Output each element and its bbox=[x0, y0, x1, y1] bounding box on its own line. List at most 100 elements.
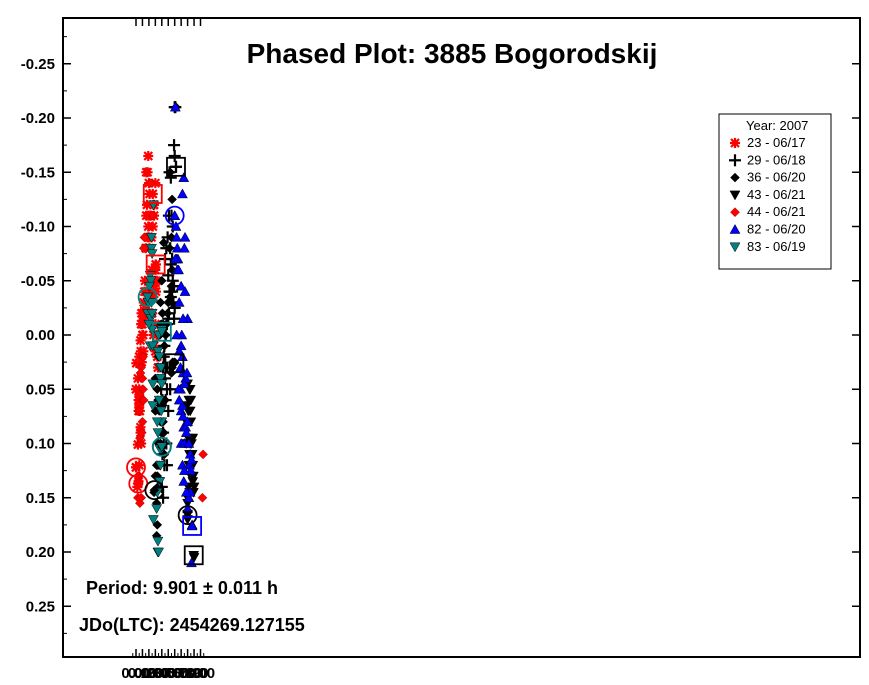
legend-marker bbox=[730, 138, 740, 148]
data-point bbox=[178, 242, 190, 253]
highlight-marker bbox=[182, 516, 203, 536]
highlight-circle bbox=[126, 457, 146, 478]
x-tick-label: 0.50 bbox=[154, 665, 183, 682]
highlight-point bbox=[142, 292, 154, 303]
highlight-point bbox=[133, 478, 144, 489]
data-point bbox=[168, 149, 181, 162]
legend-marker bbox=[729, 190, 741, 201]
data-point bbox=[143, 319, 155, 330]
highlight-marker bbox=[128, 473, 149, 494]
data-point bbox=[177, 351, 188, 361]
legend-marker bbox=[730, 172, 740, 183]
legend: Year: 2007 23 - 06/17 29 - 06/18 36 - 06/2… bbox=[718, 113, 832, 270]
data-point bbox=[177, 313, 189, 323]
data-point bbox=[155, 406, 167, 417]
y-tick-label: -0.20 bbox=[21, 110, 55, 127]
data-point bbox=[177, 400, 188, 410]
data-point bbox=[173, 345, 185, 356]
highlight-marker bbox=[137, 287, 158, 307]
data-point bbox=[157, 308, 168, 319]
data-point bbox=[155, 363, 167, 374]
period-annotation: Period: 9.901 ± 0.011 h bbox=[86, 578, 278, 598]
data-point bbox=[145, 276, 157, 287]
legend-entry: 83 - 06/19 bbox=[729, 239, 806, 254]
legend-marker bbox=[730, 207, 740, 218]
data-point bbox=[182, 416, 194, 427]
highlight-point bbox=[188, 551, 200, 561]
data-point bbox=[151, 504, 163, 515]
data-point bbox=[147, 210, 158, 221]
data-point bbox=[170, 220, 182, 231]
y-tick-label: -0.10 bbox=[21, 219, 55, 236]
x-tick-label: 0.20 bbox=[134, 665, 163, 682]
data-point bbox=[178, 378, 190, 389]
data-point bbox=[147, 221, 158, 232]
series-6 bbox=[142, 200, 168, 558]
x-tick-label: 0.30 bbox=[141, 665, 170, 682]
legend-entry: 29 - 06/18 bbox=[729, 152, 806, 167]
data-point bbox=[185, 395, 197, 406]
y-tick-label: -0.15 bbox=[21, 164, 55, 181]
data-point bbox=[135, 368, 146, 378]
legend-entry: 82 - 06/20 bbox=[729, 222, 806, 237]
highlight-marker bbox=[177, 505, 198, 526]
highlight-point bbox=[147, 188, 158, 199]
highlight-marker bbox=[142, 184, 163, 204]
data-point bbox=[164, 243, 175, 254]
data-point bbox=[180, 427, 192, 437]
data-point bbox=[186, 454, 197, 465]
data-point bbox=[147, 515, 159, 525]
data-point bbox=[166, 281, 177, 292]
data-point bbox=[163, 297, 174, 308]
data-point bbox=[147, 401, 159, 412]
data-point bbox=[183, 437, 195, 448]
data-point bbox=[151, 417, 163, 428]
legend-entry: 43 - 06/21 bbox=[729, 187, 806, 202]
legend-label: 29 - 06/18 bbox=[747, 152, 806, 167]
data-point bbox=[158, 237, 169, 248]
highlight-marker bbox=[145, 254, 166, 275]
highlight-marker bbox=[144, 480, 165, 501]
highlight-circle bbox=[177, 505, 198, 526]
legend-label: 44 - 06/21 bbox=[747, 204, 806, 219]
highlight-marker bbox=[164, 205, 185, 226]
legend-title: Year: 2007 bbox=[746, 118, 808, 133]
data-point bbox=[152, 536, 164, 547]
y-tick-label: -0.25 bbox=[21, 56, 55, 73]
data-point bbox=[138, 346, 149, 357]
legend-label: 83 - 06/19 bbox=[747, 239, 806, 254]
highlight-point bbox=[169, 160, 182, 173]
highlight-square bbox=[182, 516, 203, 536]
highlight-square bbox=[166, 156, 186, 177]
legend-label: 82 - 06/20 bbox=[747, 222, 806, 237]
data-point bbox=[155, 374, 166, 384]
data-point bbox=[171, 231, 183, 242]
x-tick-label: 0.00 bbox=[121, 665, 150, 682]
legend-marker bbox=[729, 223, 741, 234]
data-point bbox=[162, 269, 175, 282]
data-point bbox=[171, 242, 183, 253]
data-point bbox=[171, 329, 183, 340]
y-axis: -0.25 -0.20 -0.15 -0.10 -0.05 0.00 0.05 0.10 0.1… bbox=[21, 36, 860, 634]
y-tick-label: 0.15 bbox=[26, 490, 55, 507]
highlight-circle bbox=[151, 436, 172, 457]
data-point bbox=[197, 492, 208, 503]
data-point bbox=[146, 249, 158, 260]
highlight-point bbox=[131, 462, 141, 473]
highlight-marker bbox=[164, 353, 185, 374]
data-point bbox=[178, 475, 190, 486]
highlight-square bbox=[183, 545, 204, 566]
highlight-markers bbox=[126, 156, 204, 566]
epoch-annotation: JDo(LTC): 2454269.127155 bbox=[79, 615, 305, 635]
data-point bbox=[143, 150, 154, 161]
highlight-marker bbox=[183, 545, 204, 566]
data-point bbox=[175, 280, 187, 291]
data-point bbox=[173, 296, 185, 307]
legend-entry: 23 - 06/17 bbox=[730, 135, 806, 150]
y-tick-label: 0.10 bbox=[26, 436, 55, 453]
data-point bbox=[153, 395, 165, 406]
data-point bbox=[168, 301, 181, 314]
x-tick-label: 0.70 bbox=[167, 665, 196, 682]
data-point bbox=[155, 297, 166, 308]
